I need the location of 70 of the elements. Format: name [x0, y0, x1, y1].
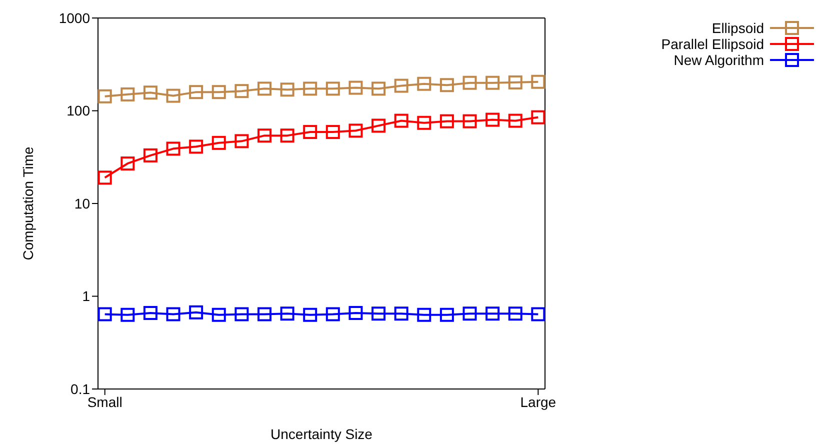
point — [440, 114, 454, 128]
y-tick-label: 1000 — [58, 10, 90, 26]
point — [326, 82, 340, 96]
point — [486, 76, 500, 90]
point — [166, 88, 180, 103]
legend-label: New Algorithm — [674, 52, 764, 68]
point — [120, 156, 135, 170]
legend-label: Parallel Ellipsoid — [661, 36, 764, 52]
point — [143, 86, 158, 100]
point — [234, 134, 249, 148]
point — [326, 307, 340, 322]
point — [166, 142, 180, 156]
point — [189, 305, 204, 320]
y-tick-label: 10 — [74, 195, 90, 212]
y-tick-label: 1 — [82, 288, 90, 304]
point — [120, 87, 135, 102]
point — [257, 128, 272, 143]
point — [98, 307, 112, 322]
point — [212, 136, 226, 150]
point — [98, 170, 112, 185]
point — [143, 148, 158, 162]
point — [462, 76, 477, 90]
y-tick-label: 100 — [66, 102, 90, 119]
point — [303, 82, 318, 96]
point — [189, 140, 204, 154]
point — [531, 74, 546, 89]
point — [394, 78, 408, 93]
point — [372, 118, 386, 133]
point — [257, 82, 272, 96]
point — [508, 114, 522, 128]
legend-label: Ellipsoid — [712, 20, 764, 36]
point — [394, 114, 408, 128]
point — [234, 307, 249, 322]
point — [212, 308, 226, 322]
point — [303, 125, 318, 140]
point — [462, 114, 477, 128]
point — [486, 306, 500, 321]
point — [257, 307, 272, 322]
point — [372, 306, 386, 321]
point — [417, 308, 432, 322]
point — [326, 125, 340, 140]
point — [280, 128, 294, 143]
point — [348, 124, 363, 138]
point — [417, 116, 432, 130]
x-tick-label: Large — [520, 394, 556, 410]
point — [303, 308, 318, 322]
point — [440, 308, 454, 322]
point — [189, 85, 204, 100]
point — [212, 85, 226, 100]
point — [98, 89, 112, 104]
point — [394, 306, 408, 321]
y-axis-title: Computation Time — [20, 146, 36, 260]
point — [486, 112, 500, 127]
point — [280, 306, 294, 321]
point — [531, 110, 546, 124]
point — [280, 82, 294, 97]
point — [143, 306, 158, 320]
point — [348, 306, 363, 320]
point — [508, 306, 522, 321]
point — [372, 82, 386, 96]
point — [348, 80, 363, 95]
point — [508, 75, 522, 90]
point — [531, 307, 546, 322]
point — [462, 306, 477, 321]
point — [120, 308, 135, 322]
point — [166, 307, 180, 322]
x-axis-title: Uncertainty Size — [270, 426, 373, 442]
point — [417, 76, 432, 91]
point — [440, 78, 454, 92]
point — [234, 84, 249, 98]
